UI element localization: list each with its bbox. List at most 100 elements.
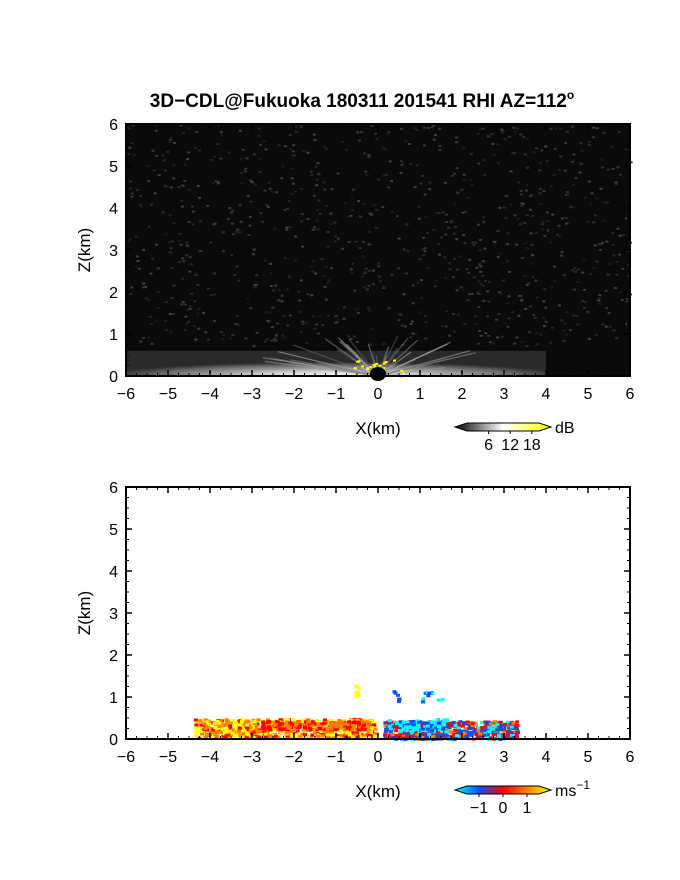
noise-speckle bbox=[294, 259, 298, 262]
velocity-pixel bbox=[234, 733, 239, 737]
noise-speckle bbox=[595, 260, 599, 263]
velocity-pixel bbox=[194, 723, 199, 727]
noise-speckle bbox=[310, 294, 314, 297]
velocity-pixel bbox=[237, 729, 241, 733]
velocity-pixel bbox=[486, 732, 491, 736]
noise-speckle bbox=[254, 183, 257, 186]
noise-speckle bbox=[249, 200, 253, 203]
x-tick-label: 5 bbox=[584, 749, 593, 766]
velocity-pixel bbox=[497, 734, 501, 738]
velocity-pixel bbox=[290, 730, 295, 734]
noise-speckle bbox=[136, 260, 140, 262]
noise-speckle bbox=[544, 320, 548, 323]
velocity-pixel bbox=[426, 721, 431, 725]
noise-speckle bbox=[409, 336, 413, 339]
noise-speckle bbox=[274, 284, 277, 287]
velocity-pixel bbox=[211, 728, 216, 732]
noise-speckle bbox=[183, 329, 187, 331]
velocity-pixel bbox=[269, 731, 274, 734]
colorbar-tick-label: 12 bbox=[501, 437, 519, 454]
noise-speckle bbox=[172, 222, 176, 225]
noise-speckle bbox=[149, 203, 153, 206]
noise-speckle bbox=[156, 306, 160, 309]
noise-speckle bbox=[164, 233, 168, 236]
noise-speckle bbox=[352, 188, 356, 191]
x-tick-label: 4 bbox=[542, 749, 551, 766]
noise-speckle bbox=[367, 243, 371, 246]
noise-speckle bbox=[499, 252, 503, 255]
noise-speckle bbox=[374, 226, 378, 229]
velocity-pixel bbox=[293, 736, 298, 740]
noise-speckle bbox=[520, 256, 524, 259]
noise-speckle bbox=[481, 127, 485, 130]
velocity-pixel bbox=[511, 721, 516, 725]
noise-speckle bbox=[476, 223, 480, 226]
noise-speckle bbox=[499, 293, 503, 296]
velocity-pixel bbox=[343, 727, 348, 731]
noise-speckle bbox=[235, 265, 239, 268]
velocity-pixel bbox=[301, 723, 306, 727]
velocity-pixel bbox=[495, 728, 500, 732]
noise-speckle bbox=[255, 274, 259, 277]
noise-speckle bbox=[533, 316, 537, 319]
velocity-pixel bbox=[338, 734, 343, 738]
noise-speckle bbox=[315, 184, 319, 187]
noise-speckle bbox=[154, 129, 158, 132]
velocity-pixel bbox=[213, 733, 217, 736]
velocity-pixel bbox=[329, 736, 334, 740]
velocity-pixel bbox=[301, 728, 306, 732]
noise-speckle bbox=[531, 276, 535, 279]
noise-speckle bbox=[475, 266, 479, 269]
velocity-pixel bbox=[222, 730, 227, 734]
noise-speckle bbox=[168, 141, 172, 144]
noise-speckle bbox=[161, 154, 165, 157]
velocity-pixel bbox=[383, 724, 388, 728]
noise-speckle bbox=[292, 154, 296, 157]
noise-speckle bbox=[620, 298, 624, 301]
noise-speckle bbox=[566, 221, 570, 224]
velocity-pixel bbox=[356, 728, 361, 732]
velocity-pixel bbox=[447, 724, 452, 728]
velocity-pixel bbox=[253, 726, 257, 730]
noise-speckle bbox=[268, 311, 272, 314]
velocity-pixel bbox=[215, 727, 220, 731]
velocity-pixel bbox=[282, 727, 287, 731]
noise-speckle bbox=[152, 169, 156, 172]
noise-speckle bbox=[482, 299, 486, 302]
velocity-pixel bbox=[499, 721, 503, 725]
noise-speckle bbox=[579, 142, 583, 145]
velocity-pixel bbox=[485, 735, 490, 739]
noise-speckle bbox=[518, 223, 522, 226]
noise-speckle bbox=[283, 336, 287, 339]
velocity-pixel bbox=[278, 718, 283, 722]
velocity-pixel bbox=[415, 732, 419, 736]
noise-speckle bbox=[483, 247, 487, 250]
noise-speckle bbox=[375, 208, 379, 211]
velocity-pixel bbox=[203, 727, 208, 731]
noise-speckle bbox=[382, 174, 386, 177]
noise-speckle bbox=[562, 339, 566, 342]
noise-speckle bbox=[353, 289, 357, 292]
velocity-pixel bbox=[294, 721, 299, 725]
velocity-pixel bbox=[200, 732, 204, 736]
noise-speckle bbox=[269, 262, 272, 265]
noise-speckle bbox=[592, 126, 596, 129]
noise-speckle bbox=[506, 243, 509, 246]
noise-speckle bbox=[573, 267, 576, 270]
velocity-pixel bbox=[356, 720, 361, 724]
noise-speckle bbox=[504, 217, 508, 220]
noise-speckle bbox=[492, 154, 496, 156]
noise-speckle bbox=[519, 189, 523, 192]
noise-speckle bbox=[323, 188, 327, 191]
noise-speckle bbox=[237, 279, 241, 282]
velocity-pixel bbox=[315, 730, 320, 734]
noise-speckle bbox=[315, 323, 319, 326]
velocity-pixel bbox=[484, 727, 489, 731]
noise-speckle bbox=[453, 225, 457, 228]
noise-speckle bbox=[241, 148, 245, 151]
velocity-pixel bbox=[298, 735, 303, 739]
noise-speckle bbox=[264, 203, 268, 206]
noise-speckle bbox=[365, 173, 369, 176]
noise-speckle bbox=[214, 222, 218, 225]
noise-speckle bbox=[155, 154, 159, 157]
